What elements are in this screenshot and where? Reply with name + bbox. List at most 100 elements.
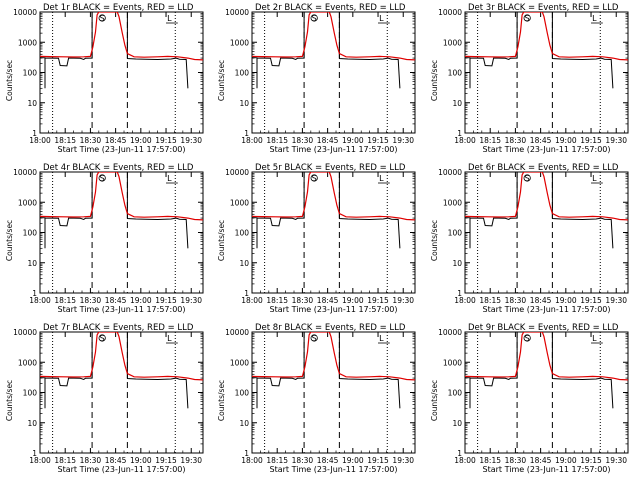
y-tick-label: 10000 [13, 328, 37, 337]
x-tick-label: 18:30 [80, 456, 102, 465]
y-tick-label: 10 [27, 419, 37, 428]
x-tick-label: 18:15 [266, 456, 288, 465]
y-tick-label: 10 [27, 259, 37, 268]
y-tick-label: 1 [244, 129, 249, 138]
lld-series-line [40, 172, 203, 221]
x-tick-label: 19:30 [605, 136, 627, 145]
x-tick-label: 19:30 [392, 296, 414, 305]
flag-label-l: L [167, 174, 172, 183]
flag-label-s: S [100, 334, 105, 343]
lld-series-line [465, 172, 628, 221]
y-tick-label: 100 [235, 69, 250, 78]
y-axis-label: Counts/sec [217, 220, 226, 261]
panel-title: Det 2r BLACK = Events, RED = LLD [255, 3, 406, 13]
y-tick-label: 100 [23, 69, 38, 78]
y-tick-label: 10 [452, 259, 462, 268]
x-tick-label: 19:00 [130, 296, 152, 305]
panel-title: Det 7r BLACK = Events, RED = LLD [43, 323, 194, 333]
y-tick-label: 1 [32, 129, 37, 138]
lld-series-line [465, 332, 628, 381]
x-axis-label: Start Time (23-Jun-11 17:57:00) [270, 465, 398, 474]
x-tick-label: 18:30 [80, 136, 102, 145]
x-tick-label: 19:15 [155, 296, 177, 305]
x-axis-label: Start Time (23-Jun-11 17:57:00) [58, 465, 186, 474]
x-tick-label: 19:00 [555, 456, 577, 465]
y-tick-label: 10 [239, 419, 249, 428]
events-series-line [252, 12, 401, 89]
x-tick-label: 19:00 [342, 456, 364, 465]
y-tick-label: 10 [239, 259, 249, 268]
lld-series-line [252, 172, 415, 221]
flag-label-l: L [592, 14, 597, 23]
y-tick-label: 1000 [230, 38, 249, 47]
y-tick-label: 10000 [438, 328, 462, 337]
x-tick-label: 18:15 [479, 136, 501, 145]
lld-series-line [40, 332, 203, 381]
y-tick-label: 1000 [443, 38, 462, 47]
y-axis-label: Counts/sec [217, 60, 226, 101]
lld-series-line [465, 12, 628, 61]
x-tick-label: 19:15 [367, 296, 389, 305]
x-tick-label: 19:00 [130, 456, 152, 465]
detector-panel-8: Det 8r BLACK = Events, RED = LLD 1 10 100 10… [217, 323, 416, 474]
x-tick-label: 19:00 [555, 296, 577, 305]
x-tick-label: 18:15 [54, 456, 76, 465]
x-tick-label: 18:15 [54, 296, 76, 305]
y-axis-label: Counts/sec [430, 220, 439, 261]
y-tick-label: 100 [235, 389, 250, 398]
x-tick-label: 19:15 [580, 296, 602, 305]
flag-label-s: S [312, 174, 317, 183]
x-tick-label: 19:30 [180, 136, 202, 145]
x-tick-label: 18:15 [266, 136, 288, 145]
x-tick-label: 18:45 [530, 296, 552, 305]
x-tick-label: 18:30 [80, 296, 102, 305]
x-tick-label: 18:00 [454, 136, 476, 145]
events-series-line [252, 172, 401, 249]
y-tick-label: 10 [27, 99, 37, 108]
flag-label-l: L [379, 14, 384, 23]
y-tick-label: 1000 [18, 38, 37, 47]
flag-marker-circle [98, 334, 106, 342]
lld-series-line [252, 332, 415, 381]
x-axis-label: Start Time (23-Jun-11 17:57:00) [270, 305, 398, 314]
flag-marker-circle [310, 174, 318, 182]
flag-label-s: S [312, 334, 317, 343]
flag-marker-circle [523, 14, 531, 22]
flag-marker-circle [310, 334, 318, 342]
panel-title: Det 1r BLACK = Events, RED = LLD [43, 3, 194, 13]
flag-label-l: L [167, 334, 172, 343]
events-series-line [465, 12, 614, 89]
flag-label-l: L [167, 14, 172, 23]
detector-panel-3: Det 3r BLACK = Events, RED = LLD 1 10 100 10… [430, 3, 629, 154]
x-tick-label: 19:00 [342, 296, 364, 305]
x-axis-label: Start Time (23-Jun-11 17:57:00) [483, 305, 611, 314]
x-tick-label: 19:00 [555, 136, 577, 145]
x-axis-label: Start Time (23-Jun-11 17:57:00) [58, 145, 186, 154]
x-tick-label: 18:45 [317, 296, 339, 305]
x-tick-label: 18:15 [479, 456, 501, 465]
panel-title: Det 5r BLACK = Events, RED = LLD [255, 163, 406, 173]
x-tick-label: 18:00 [241, 136, 263, 145]
y-tick-label: 10000 [438, 168, 462, 177]
x-tick-label: 19:15 [580, 136, 602, 145]
x-tick-label: 18:15 [54, 136, 76, 145]
x-tick-label: 18:45 [317, 456, 339, 465]
lld-series-line [40, 12, 203, 61]
x-tick-label: 18:15 [266, 296, 288, 305]
events-series-line [465, 172, 614, 249]
x-axis-label: Start Time (23-Jun-11 17:57:00) [270, 145, 398, 154]
y-tick-label: 100 [23, 389, 38, 398]
panel-title: Det 8r BLACK = Events, RED = LLD [255, 323, 406, 333]
flag-marker-circle [98, 14, 106, 22]
flag-label-s: S [312, 14, 317, 23]
flag-label-l: L [592, 174, 597, 183]
events-series-line [465, 332, 614, 409]
x-tick-label: 19:30 [605, 456, 627, 465]
x-tick-label: 18:45 [105, 136, 127, 145]
y-tick-label: 1000 [443, 358, 462, 367]
x-axis-label: Start Time (23-Jun-11 17:57:00) [58, 305, 186, 314]
flag-label-s: S [525, 334, 530, 343]
flag-label-s: S [100, 14, 105, 23]
x-tick-label: 18:00 [29, 296, 51, 305]
flag-label-s: S [525, 174, 530, 183]
